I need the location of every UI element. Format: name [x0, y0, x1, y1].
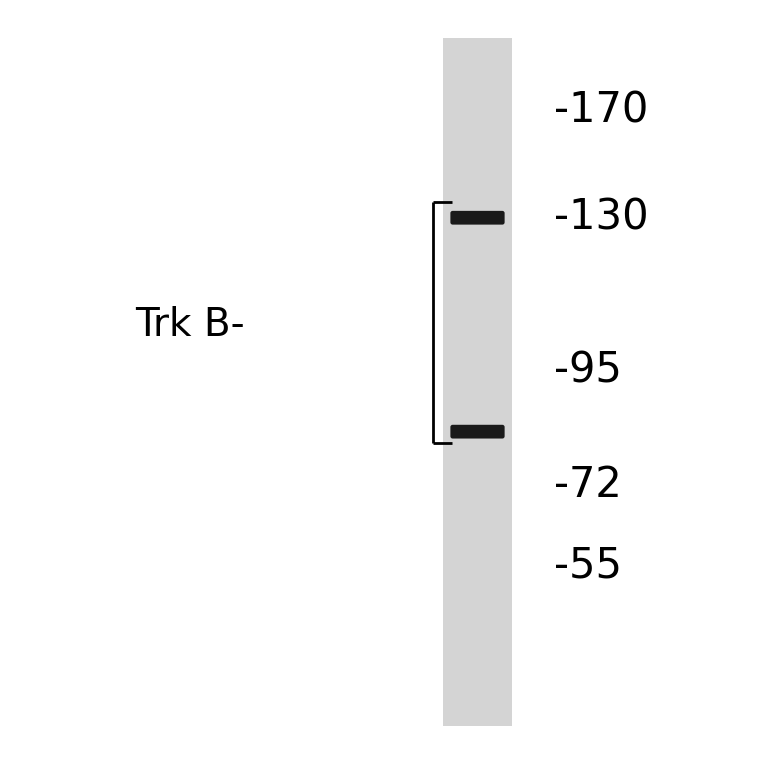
Text: -130: -130 — [554, 197, 649, 238]
Text: -95: -95 — [554, 350, 622, 391]
Text: -170: -170 — [554, 90, 649, 131]
FancyBboxPatch shape — [450, 425, 505, 439]
Text: Trk B-: Trk B- — [135, 306, 244, 344]
Text: -55: -55 — [554, 545, 622, 586]
FancyBboxPatch shape — [450, 211, 505, 225]
Text: -72: -72 — [554, 465, 622, 506]
Bar — [443, 38, 512, 726]
